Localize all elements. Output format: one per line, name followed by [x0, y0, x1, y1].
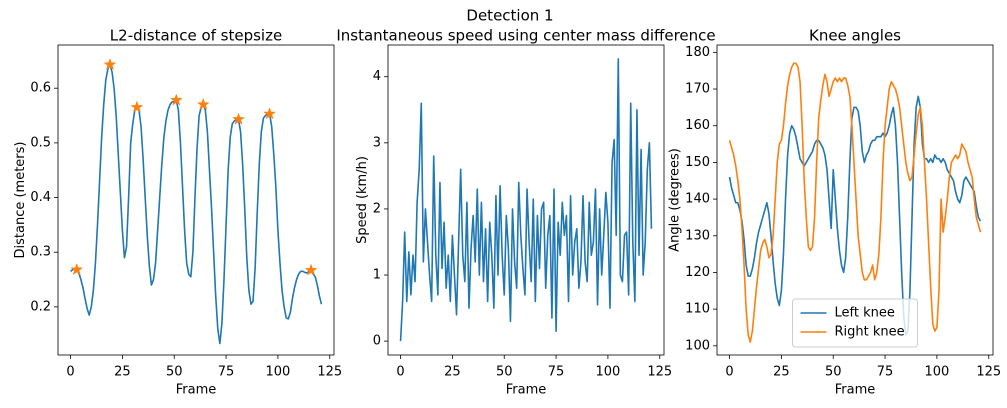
y-tick-label: 4 [373, 69, 381, 84]
peak-marker [304, 263, 318, 276]
y-tick-label: 120 [685, 265, 710, 280]
axes: 0 25 50 75 100 125 100 110 120 130 140 150 160 170 180… [668, 27, 1001, 398]
axes-title: Knee angles [809, 27, 901, 45]
x-tick-label: 100 [595, 365, 620, 380]
legend: Left knee Right knee [792, 298, 918, 348]
x-tick-label: 50 [496, 365, 513, 380]
x-tick-label: 25 [444, 365, 461, 380]
y-axis-label: Angle (degrees) [668, 148, 683, 252]
peak-marker [263, 107, 277, 120]
y-tick-label: 0.2 [30, 299, 51, 314]
x-tick-label: 100 [265, 365, 290, 380]
peak-marker [169, 93, 183, 106]
peak-marker [103, 57, 117, 71]
axes-frame [387, 44, 665, 356]
y-tick-label: 0.5 [30, 135, 51, 150]
axes-title: Instantaneous speed using center mass di… [336, 27, 715, 45]
axes-title: L2-distance of stepsize [110, 27, 282, 45]
x-tick-label: 100 [924, 365, 949, 380]
x-tick-label: 0 [396, 365, 404, 380]
x-tick-label: 125 [317, 365, 342, 380]
x-tick-label: 25 [114, 365, 131, 380]
data-line [70, 63, 323, 345]
y-tick-label: 180 [685, 45, 710, 60]
y-tick-label: 100 [685, 338, 710, 353]
x-tick-label: 50 [825, 365, 842, 380]
y-tick-label: 0 [373, 334, 381, 349]
y-tick-label: 0.3 [30, 245, 51, 260]
data-line [728, 62, 982, 343]
x-tick-label: 125 [647, 365, 672, 380]
x-tick-label: 75 [877, 365, 894, 380]
axes-frame [57, 44, 335, 356]
peak-marker [130, 100, 144, 113]
y-tick-label: 130 [685, 228, 710, 243]
peak-marker [196, 97, 210, 111]
x-tick-label: 125 [976, 365, 1001, 380]
x-tick-label: 0 [725, 365, 733, 380]
y-tick-label: 2 [373, 201, 381, 216]
y-axis-label: Speed (km/h) [355, 156, 370, 244]
x-tick-label: 25 [773, 365, 790, 380]
y-tick-label: 140 [685, 192, 710, 207]
x-tick-label: 50 [166, 365, 183, 380]
peak-marker [232, 112, 245, 125]
y-tick-label: 110 [685, 302, 710, 317]
legend-label: Left knee [835, 306, 895, 321]
x-axis-label: Frame [506, 383, 547, 398]
y-tick-label: 0.6 [30, 81, 51, 96]
y-tick-label: 0.4 [30, 190, 51, 205]
y-axis-label: Distance (meters) [13, 142, 28, 259]
data-line [728, 95, 982, 336]
y-tick-label: 3 [373, 135, 381, 150]
x-tick-label: 0 [66, 365, 74, 380]
data-line [399, 58, 653, 342]
axes: 0 25 50 75 100 125 0.2 0.3 0.4 0.5 0.6 L2-distance … [13, 27, 342, 398]
x-tick-label: 75 [548, 365, 565, 380]
axes: 0 25 50 75 100 125 0 1 2 3 4 Instantaneous speed us… [336, 27, 715, 398]
y-tick-label: 160 [685, 118, 710, 133]
x-axis-label: Frame [176, 383, 217, 398]
y-tick-label: 150 [685, 155, 710, 170]
figure-title: Detection 1 [466, 7, 553, 25]
axes-frame [716, 44, 994, 356]
x-axis-label: Frame [835, 383, 876, 398]
x-tick-label: 75 [218, 365, 235, 380]
peak-marker [70, 262, 84, 276]
y-tick-label: 170 [685, 82, 710, 97]
y-tick-label: 1 [373, 268, 381, 283]
legend-box [792, 298, 918, 348]
legend-label: Right knee [835, 325, 905, 340]
